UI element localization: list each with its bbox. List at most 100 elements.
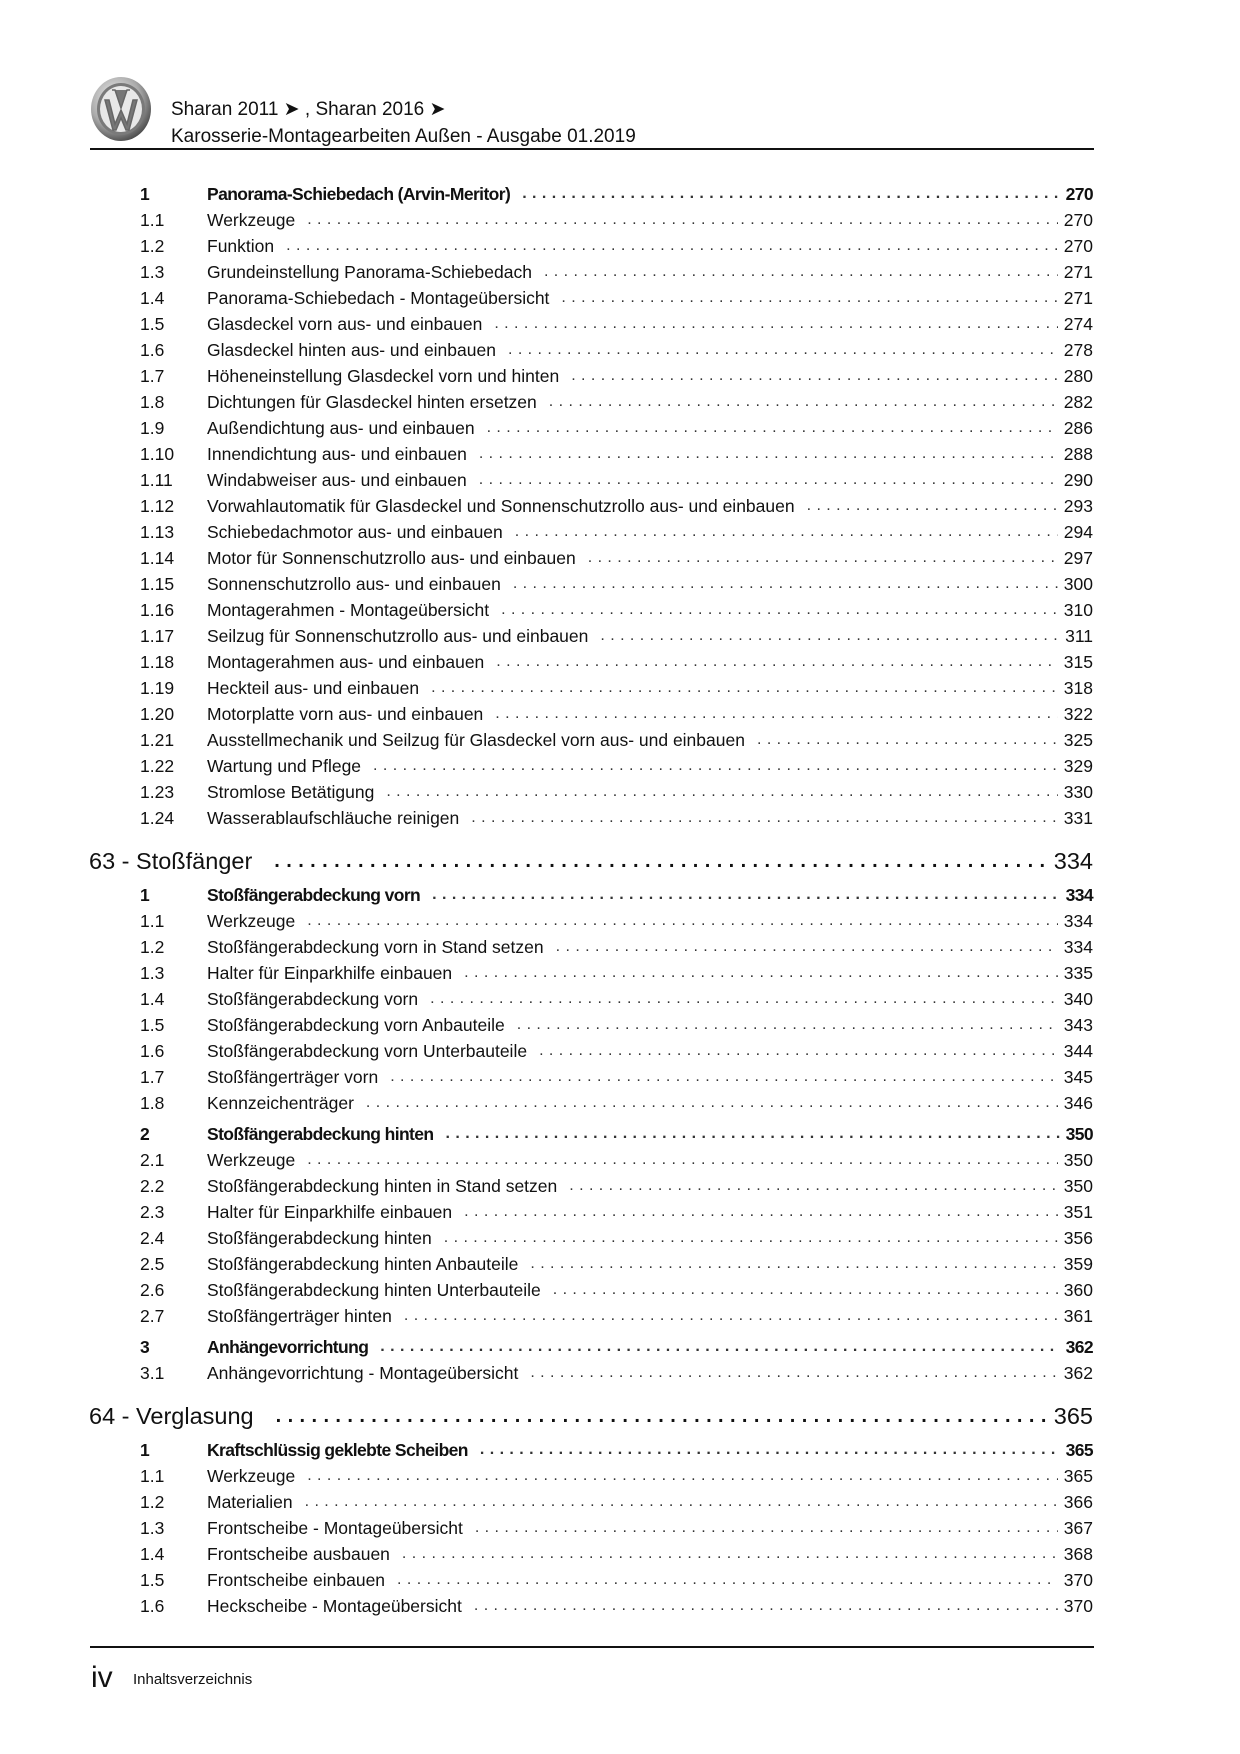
entry-title: Grundeinstellung Panorama-Schiebedach <box>207 261 532 282</box>
toc-entry[interactable]: 1 Panorama-Schiebedach (Arvin-Meritor)...… <box>140 182 1094 206</box>
chapter-heading[interactable]: 64 - Verglasung.........................… <box>89 1401 1093 1431</box>
toc-entry[interactable]: 2 Stoßfängerabdeckung hinten.............… <box>140 1122 1094 1146</box>
toc-entry[interactable]: 1.13 Schiebedachmotor aus- und einbauen..… <box>140 520 1093 544</box>
toc-entry[interactable]: 1.7 Höheneinstellung Glasdeckel vorn und … <box>140 364 1093 388</box>
toc-entry[interactable]: 1.20 Motorplatte vorn aus- und einbauen..… <box>140 702 1093 726</box>
toc-entry[interactable]: 1.1 Werkzeuge............................… <box>140 909 1093 933</box>
dot-leader: ........................................… <box>443 1229 1058 1246</box>
toc-entry[interactable]: 1 Stoßfängerabdeckung vorn...............… <box>140 883 1094 907</box>
entry-number: 1.2 <box>140 235 165 256</box>
toc-entry[interactable]: 1.9 Außendichtung aus- und einbauen......… <box>140 416 1093 440</box>
toc-entry[interactable]: 2.5 Stoßfängerabdeckung hinten Anbauteile… <box>140 1252 1093 1276</box>
chapter-heading[interactable]: 63 - Stoßfänger.........................… <box>89 846 1093 876</box>
entry-title: Kraftschlüssig geklebte Scheiben <box>207 1439 468 1460</box>
toc-entry[interactable]: 1.8 Dichtungen für Glasdeckel hinten erse… <box>140 390 1093 414</box>
toc-entry[interactable]: 2.4 Stoßfängerabdeckung hinten...........… <box>140 1226 1093 1250</box>
chapter-title: 64 - Verglasung <box>89 1402 254 1429</box>
toc-entry[interactable]: 3.1 Anhängevorrichtung - Montageübersicht… <box>140 1361 1093 1385</box>
toc-entry[interactable]: 1.4 Panorama-Schiebedach - Montageübersic… <box>140 286 1093 310</box>
toc-entry[interactable]: 2.7 Stoßfängerträger hinten..............… <box>140 1304 1093 1328</box>
toc-entry[interactable]: 1.3 Frontscheibe - Montageübersicht......… <box>140 1516 1093 1540</box>
toc-entry[interactable]: 1.11 Windabweiser aus- und einbauen......… <box>140 468 1093 492</box>
toc-entry[interactable]: 1.24 Wasserablaufschläuche reinigen......… <box>140 806 1093 830</box>
entry-title: Innendichtung aus- und einbauen <box>207 443 467 464</box>
entry-title: Höheneinstellung Glasdeckel vorn und hin… <box>207 365 560 386</box>
toc-entry[interactable]: 1.6 Stoßfängerabdeckung vorn Unterbauteil… <box>140 1039 1093 1063</box>
dot-leader: ........................................… <box>432 886 1059 903</box>
toc-entry[interactable]: 1.23 Stromlose Betätigung................… <box>140 780 1093 804</box>
toc-entry[interactable]: 1.2 Materialien..........................… <box>140 1490 1093 1514</box>
entry-number: 3.1 <box>140 1362 165 1383</box>
toc-entry[interactable]: 1.12 Vorwahlautomatik für Glasdeckel und … <box>140 494 1093 518</box>
dot-leader: ........................................… <box>486 419 1058 436</box>
toc-entry[interactable]: 1.18 Montagerahmen aus- und einbauen.....… <box>140 650 1093 674</box>
dot-leader: ........................................… <box>806 497 1058 514</box>
entry-page: 297 <box>1063 547 1093 568</box>
entry-page: 270 <box>1063 209 1093 230</box>
entry-title: Ausstellmechanik und Seilzug für Glasdec… <box>207 729 745 750</box>
dot-leader: ........................................… <box>479 1441 1060 1458</box>
toc-entry[interactable]: 1.19 Heckteil aus- und einbauen..........… <box>140 676 1093 700</box>
toc-entry[interactable]: 1.4 Frontscheibe ausbauen................… <box>140 1542 1093 1566</box>
entry-page: 366 <box>1063 1491 1093 1512</box>
toc-entry[interactable]: 3 Anhängevorrichtung.....................… <box>140 1335 1094 1359</box>
toc-entry[interactable]: 1.14 Motor für Sonnenschutzrollo aus- und… <box>140 546 1093 570</box>
toc-entry[interactable]: 1.6 Heckscheibe - Montageübersicht.......… <box>140 1594 1093 1618</box>
dot-leader: ........................................… <box>445 1125 1060 1142</box>
entry-number: 1.3 <box>140 261 165 282</box>
entry-title: Anhängevorrichtung <box>207 1336 369 1357</box>
toc-entry[interactable]: 1.5 Glasdeckel vorn aus- und einbauen....… <box>140 312 1093 336</box>
toc-entry[interactable]: 1.5 Frontscheibe einbauen................… <box>140 1568 1093 1592</box>
toc-entry[interactable]: 1.21 Ausstellmechanik und Seilzug für Gla… <box>140 728 1093 752</box>
toc-entry[interactable]: 2.6 Stoßfängerabdeckung hinten Unterbaute… <box>140 1278 1093 1302</box>
footer-label: Inhaltsverzeichnis <box>133 1671 253 1688</box>
entry-title: Motor für Sonnenschutzrollo aus- und ein… <box>207 547 576 568</box>
entry-number: 1.7 <box>140 1066 165 1087</box>
toc-entry[interactable]: 1.2 Stoßfängerabdeckung vorn in Stand set… <box>140 935 1093 959</box>
dot-leader: ........................................… <box>390 1068 1058 1085</box>
footer-page-number: iv <box>91 1661 113 1694</box>
entry-page: 365 <box>1063 1465 1093 1486</box>
entry-number: 2.7 <box>140 1305 165 1326</box>
toc-entry[interactable]: 1.16 Montagerahmen - Montageübersicht....… <box>140 598 1093 622</box>
entry-title: Frontscheibe - Montageübersicht <box>207 1517 463 1538</box>
toc-entry[interactable]: 1.3 Grundeinstellung Panorama-Schiebedach… <box>140 260 1093 284</box>
toc-entry[interactable]: 1.8 Kennzeichenträger....................… <box>140 1091 1093 1115</box>
toc-entry[interactable]: 1.7 Stoßfängerträger vorn................… <box>140 1065 1093 1089</box>
entry-number: 1.9 <box>140 417 165 438</box>
dot-leader: ........................................… <box>380 1338 1060 1355</box>
entry-title: Montagerahmen - Montageübersicht <box>207 599 490 620</box>
dot-leader: ........................................… <box>561 289 1057 306</box>
entry-title: Stoßfängerabdeckung vorn <box>207 884 421 905</box>
toc-entry[interactable]: 2.3 Halter für Einparkhilfe einbauen.....… <box>140 1200 1093 1224</box>
entry-page: 334 <box>1065 884 1094 905</box>
entry-title: Kennzeichenträger <box>207 1092 354 1113</box>
toc-entry[interactable]: 1.1 Werkzeuge............................… <box>140 1464 1093 1488</box>
toc-entry[interactable]: 1.6 Glasdeckel hinten aus- und einbauen..… <box>140 338 1093 362</box>
toc-entry[interactable]: 1 Kraftschlüssig geklebte Scheiben.......… <box>140 1438 1094 1462</box>
entry-number: 3 <box>140 1336 150 1357</box>
toc-entry[interactable]: 1.1 Werkzeuge............................… <box>140 208 1093 232</box>
entry-title: Montagerahmen aus- und einbauen <box>207 651 485 672</box>
toc-entry[interactable]: 1.22 Wartung und Pflege..................… <box>140 754 1093 778</box>
toc-entry[interactable]: 1.5 Stoßfängerabdeckung vorn Anbauteile..… <box>140 1013 1093 1037</box>
toc-entry[interactable]: 1.4 Stoßfängerabdeckung vorn.............… <box>140 987 1093 1011</box>
entry-title: Stoßfängerabdeckung vorn <box>207 988 419 1009</box>
toc-entry[interactable]: 2.1 Werkzeuge............................… <box>140 1148 1093 1172</box>
dot-leader: ........................................… <box>464 1203 1058 1220</box>
toc-entry[interactable]: 1.15 Sonnenschutzrollo aus- und einbauen.… <box>140 572 1093 596</box>
toc-entry[interactable]: 1.10 Innendichtung aus- und einbauen.....… <box>140 442 1093 466</box>
entry-number: 1.1 <box>140 209 165 230</box>
entry-number: 1.12 <box>140 495 175 516</box>
toc-entry[interactable]: 1.17 Seilzug für Sonnenschutzrollo aus- u… <box>140 624 1093 648</box>
dot-leader: ........................................… <box>478 471 1058 488</box>
dot-leader: ........................................… <box>587 549 1058 566</box>
entry-title: Stoßfängerabdeckung hinten Unterbauteile <box>207 1279 541 1300</box>
entry-number: 1.3 <box>140 962 165 983</box>
entry-title: Wartung und Pflege <box>207 755 362 776</box>
toc-entry[interactable]: 2.2 Stoßfängerabdeckung hinten in Stand s… <box>140 1174 1093 1198</box>
entry-page: 282 <box>1063 391 1093 412</box>
toc-entry[interactable]: 1.2 Funktion.............................… <box>140 234 1093 258</box>
toc-entry[interactable]: 1.3 Halter für Einparkhilfe einbauen.....… <box>140 961 1093 985</box>
header-divider <box>90 148 1094 150</box>
